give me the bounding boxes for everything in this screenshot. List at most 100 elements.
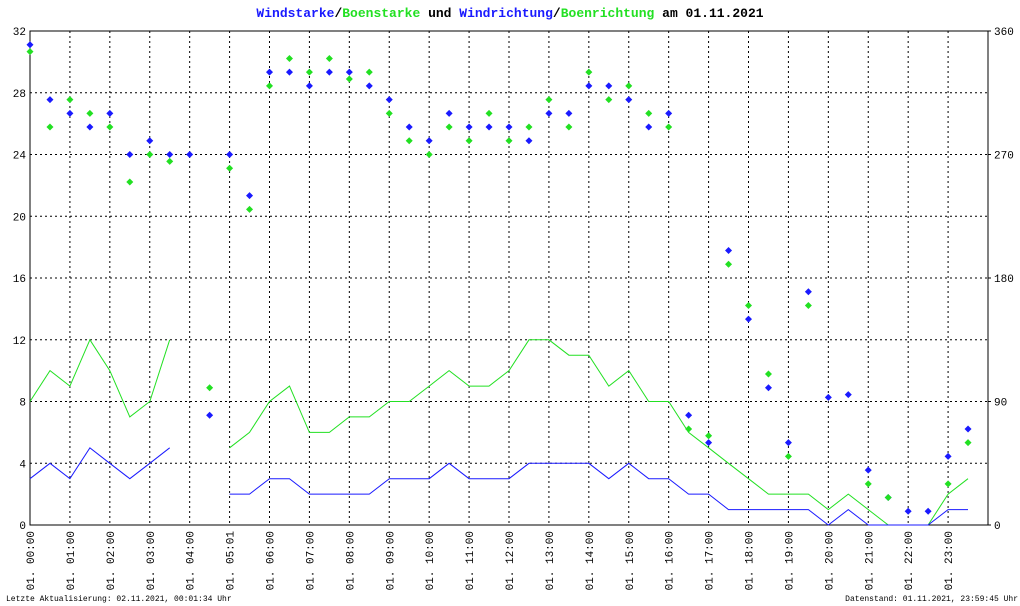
direction-point xyxy=(66,109,74,117)
direction-point xyxy=(864,480,872,488)
series-line xyxy=(29,338,969,526)
series-line xyxy=(29,447,968,526)
direction-point xyxy=(126,151,134,158)
footer-left: Letzte Aktualisierung: 02.11.2021, 00:01… xyxy=(6,595,232,604)
x-tick-label: 01. 11:00 xyxy=(465,531,477,590)
direction-point xyxy=(385,109,393,117)
direction-point xyxy=(86,109,94,117)
direction-point xyxy=(565,123,573,131)
x-tick-label: 01. 16:00 xyxy=(665,531,677,590)
direction-point xyxy=(405,123,413,131)
y-tick-label: 8 xyxy=(19,398,26,410)
title-part: und xyxy=(420,6,459,21)
direction-point xyxy=(545,109,553,117)
direction-point xyxy=(305,82,313,90)
x-tick-label: 01. 09:00 xyxy=(385,531,397,590)
title-part: am 01.11.2021 xyxy=(654,6,763,21)
direction-point xyxy=(186,151,194,158)
y-tick-label: 0 xyxy=(19,521,26,533)
direction-point xyxy=(964,439,972,447)
direction-point xyxy=(705,439,713,447)
direction-point xyxy=(665,109,673,117)
y-tick-label: 4 xyxy=(19,459,26,471)
direction-point xyxy=(485,109,493,117)
x-tick-label: 01. 08:00 xyxy=(345,531,357,590)
direction-point xyxy=(106,123,114,131)
direction-point xyxy=(365,82,373,90)
x-tick-label: 01. 21:00 xyxy=(864,531,876,590)
direction-point xyxy=(764,370,772,378)
direction-point xyxy=(764,384,772,392)
direction-point xyxy=(505,123,513,131)
y-tick-label: 12 xyxy=(13,336,26,348)
direction-point xyxy=(625,96,633,104)
direction-point xyxy=(645,109,653,117)
y-tick-label: 16 xyxy=(13,274,26,286)
direction-point xyxy=(146,137,154,145)
direction-point xyxy=(465,137,473,145)
x-tick-label: 01. 07:00 xyxy=(305,531,317,590)
chart-title: Windstarke/Boenstarke und Windrichtung/B… xyxy=(256,6,763,21)
direction-point xyxy=(924,507,932,515)
direction-point xyxy=(266,82,273,90)
direction-point xyxy=(565,109,573,117)
x-tick-label: 01. 19:00 xyxy=(784,531,796,590)
direction-point xyxy=(964,425,972,433)
y2-tick-label: 0 xyxy=(994,521,1001,533)
x-tick-label: 01. 10:00 xyxy=(425,531,437,590)
direction-point xyxy=(485,123,493,131)
x-tick-label: 01. 03:00 xyxy=(146,531,158,590)
direction-point xyxy=(146,151,154,158)
direction-point xyxy=(46,96,54,104)
direction-point xyxy=(625,82,633,90)
direction-point xyxy=(725,260,733,268)
direction-point xyxy=(325,54,333,62)
title-part: / xyxy=(334,6,342,21)
direction-point xyxy=(685,425,693,433)
direction-point xyxy=(166,151,174,158)
direction-point xyxy=(445,109,453,117)
x-tick-label: 01. 02:00 xyxy=(106,531,118,590)
y2-tick-label: 180 xyxy=(994,274,1014,286)
direction-point xyxy=(166,157,174,165)
direction-point xyxy=(246,205,254,213)
direction-point xyxy=(425,137,433,145)
direction-point xyxy=(206,411,214,419)
direction-point xyxy=(645,123,653,131)
x-tick-label: 01. 12:00 xyxy=(505,531,517,590)
direction-point xyxy=(864,466,872,474)
title-part: Boenstarke xyxy=(342,6,420,21)
direction-point xyxy=(26,48,34,56)
x-tick-label: 01. 04:00 xyxy=(186,531,198,590)
direction-point xyxy=(126,178,134,186)
direction-point xyxy=(824,393,832,401)
direction-point xyxy=(944,452,952,460)
y2-tick-label: 270 xyxy=(994,151,1014,163)
y2-tick-label: 360 xyxy=(994,27,1014,39)
plot-border xyxy=(29,30,989,526)
direction-point xyxy=(385,96,393,104)
x-tick-label: 01. 22:00 xyxy=(904,531,916,590)
direction-point xyxy=(325,68,333,76)
x-tick-label: 01. 05:01 xyxy=(226,531,238,591)
direction-point xyxy=(345,75,353,83)
direction-point xyxy=(425,151,433,158)
y-tick-label: 20 xyxy=(13,212,26,224)
direction-point xyxy=(305,68,313,76)
direction-point xyxy=(285,68,293,76)
direction-point xyxy=(844,391,852,399)
direction-point xyxy=(804,301,812,309)
direction-point xyxy=(206,384,214,392)
direction-point xyxy=(46,123,54,131)
direction-point xyxy=(705,432,713,440)
direction-point xyxy=(505,137,513,145)
x-tick-label: 01. 01:00 xyxy=(66,531,78,590)
direction-point xyxy=(585,82,593,90)
x-tick-label: 01. 18:00 xyxy=(745,531,757,590)
title-part: / xyxy=(553,6,561,21)
direction-point xyxy=(405,137,413,145)
direction-point xyxy=(106,109,114,117)
direction-point xyxy=(525,137,533,145)
direction-point xyxy=(26,41,34,49)
direction-point xyxy=(884,494,892,502)
